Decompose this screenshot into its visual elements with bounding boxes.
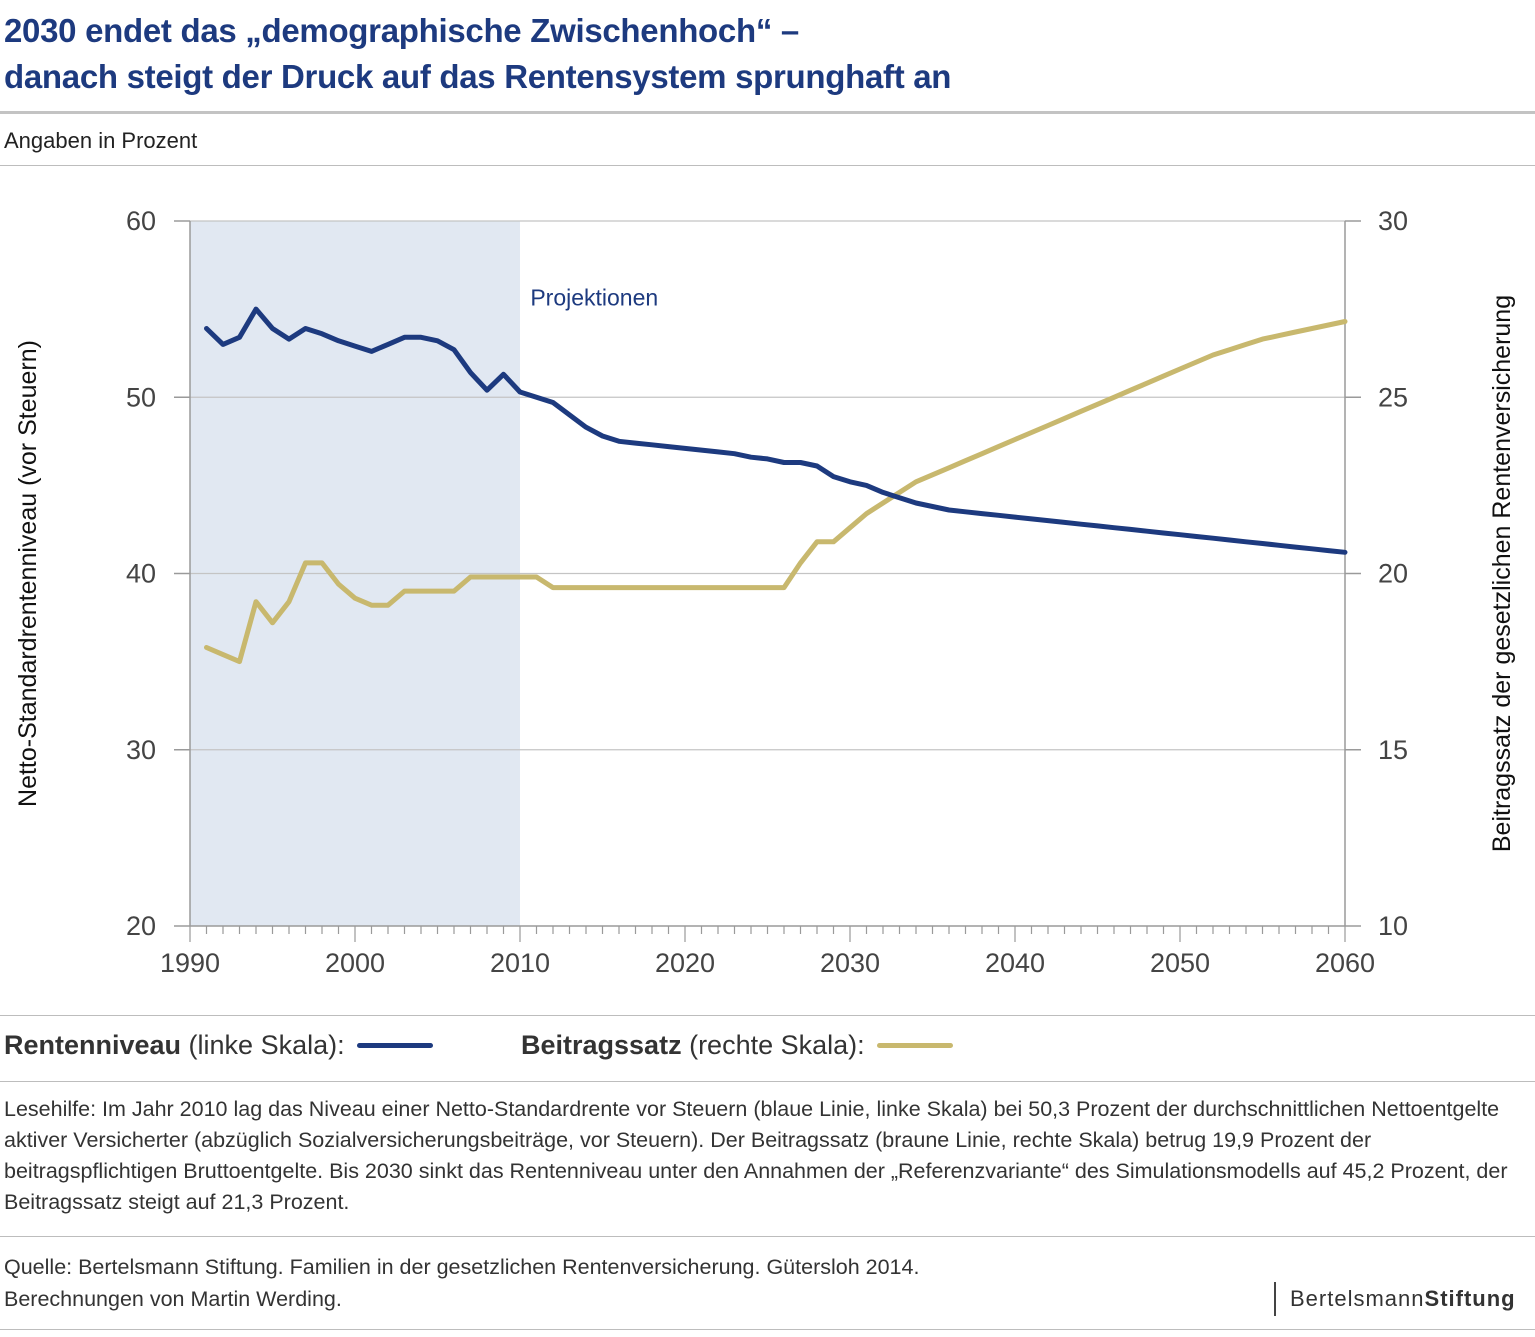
- legend-item-beitragssatz: Beitragssatz (rechte Skala):: [521, 1030, 953, 1061]
- x-tick-label: 2060: [1315, 948, 1375, 978]
- y-left-tick-label: 30: [126, 735, 156, 765]
- y-left-tick-label: 20: [126, 911, 156, 941]
- x-tick-label: 2050: [1150, 948, 1210, 978]
- chart-title: 2030 endet das „demographische Zwischenh…: [4, 8, 951, 100]
- y-left-tick-label: 40: [126, 559, 156, 589]
- source-line-2: Berechnungen von Martin Werding.: [4, 1287, 342, 1311]
- x-tick-label: 2030: [820, 948, 880, 978]
- y-left-tick-label: 50: [126, 382, 156, 412]
- source-note: Quelle: Bertelsmann Stiftung. Familien i…: [4, 1251, 919, 1315]
- legend-item-rentenniveau: Rentenniveau (linke Skala):: [4, 1030, 433, 1061]
- header-divider: [0, 165, 1535, 166]
- y-right-tick-label: 30: [1378, 206, 1408, 236]
- bertelsmann-stiftung-logo: BertelsmannStiftung: [1274, 1282, 1516, 1316]
- footer-divider: [0, 1329, 1535, 1330]
- y-left-tick-label: 60: [126, 206, 156, 236]
- y-right-tick-label: 15: [1378, 735, 1408, 765]
- y-axis-left-label: Netto-Standardrentenniveau (vor Steuern): [14, 340, 42, 807]
- y-right-tick-label: 10: [1378, 911, 1408, 941]
- legend-swatch-beitragssatz: [876, 1043, 953, 1048]
- y-right-tick-label: 25: [1378, 382, 1408, 412]
- logo-text-2: Stiftung: [1424, 1286, 1516, 1311]
- chart-subtitle: Angaben in Prozent: [4, 128, 198, 153]
- x-tick-label: 2020: [655, 948, 715, 978]
- title-divider: [0, 111, 1535, 114]
- y-right-tick-label: 20: [1378, 559, 1408, 589]
- legend-scale-left: (linke Skala):: [181, 1030, 345, 1060]
- x-tick-label: 1990: [160, 948, 220, 978]
- source-line-1: Quelle: Bertelsmann Stiftung. Familien i…: [4, 1255, 920, 1279]
- x-tick-label: 2000: [325, 948, 385, 978]
- legend-divider-top: [0, 1015, 1535, 1016]
- grid-lines: [190, 220, 1345, 751]
- title-line-2: danach steigt der Druck auf das Rentensy…: [4, 58, 952, 95]
- y-axis-right-label: Beitragssatz der gesetzlichen Rentenvers…: [1488, 295, 1516, 852]
- title-line-1: 2030 endet das „demographische Zwischenh…: [4, 12, 799, 49]
- x-tick-label: 2010: [490, 948, 550, 978]
- reading-aid-note: Lesehilfe: Im Jahr 2010 lag das Niveau e…: [4, 1097, 1508, 1214]
- axes: [174, 220, 1361, 942]
- legend-divider-bottom: [0, 1081, 1535, 1082]
- legend-scale-right: (rechte Skala):: [681, 1030, 865, 1060]
- legend-label-rentenniveau: Rentenniveau: [4, 1030, 182, 1060]
- note-divider: [0, 1236, 1535, 1237]
- series-line-beitragssatz: [204, 319, 1348, 665]
- projection-label: Projektionen: [530, 285, 658, 311]
- series-line-rentenniveau: [204, 306, 1348, 555]
- legend-label-beitragssatz: Beitragssatz: [521, 1030, 682, 1060]
- logo-text-1: Bertelsmann: [1290, 1286, 1425, 1311]
- legend-swatch-rentenniveau: [356, 1043, 433, 1048]
- x-tick-label: 2040: [985, 948, 1045, 978]
